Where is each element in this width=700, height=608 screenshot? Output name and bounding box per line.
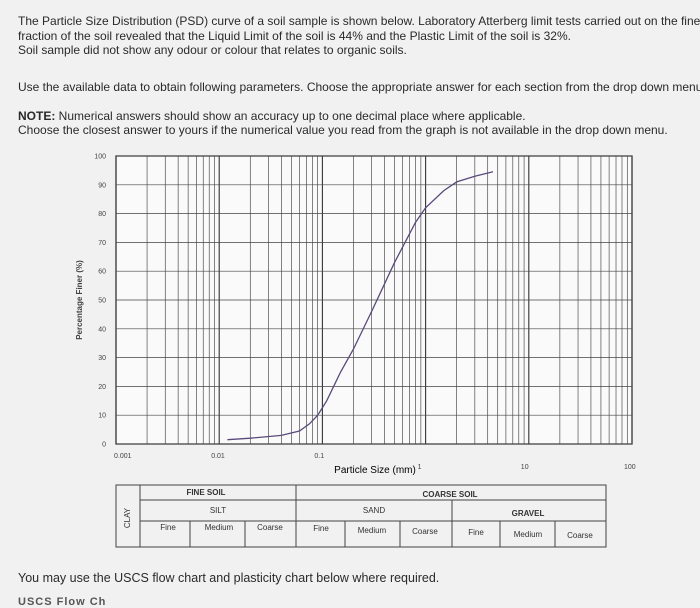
- clay-label: CLAY: [123, 507, 132, 528]
- gravel-medium-label: Medium: [514, 530, 543, 539]
- gravel-fine-label: Fine: [468, 528, 484, 537]
- soil-classification-table: CLAY FINE SOIL COARSE SOIL SILT SAND GRA…: [115, 484, 607, 548]
- sand-label: SAND: [363, 506, 385, 515]
- note-label: NOTE:: [18, 109, 56, 123]
- x-tick-label: 0.01: [211, 453, 225, 460]
- x-tick-label: 10: [521, 464, 529, 471]
- y-tick-label: 90: [98, 182, 106, 189]
- y-tick-label: 100: [94, 154, 106, 161]
- note-line-2: Choose the closest answer to yours if th…: [18, 123, 668, 137]
- intro-line-3: Soil sample did not show any odour or co…: [18, 43, 407, 57]
- note-line-1: Numerical answers should show an accurac…: [55, 109, 526, 123]
- y-tick-label: 20: [98, 384, 106, 391]
- x-tick-label: 0.001: [114, 453, 132, 460]
- y-tick-label: 30: [98, 355, 106, 362]
- y-tick-label: 0: [102, 442, 106, 449]
- note-block: NOTE: Numerical answers should show an a…: [18, 109, 668, 137]
- silt-label: SILT: [210, 506, 226, 515]
- y-tick-label: 60: [98, 269, 106, 276]
- y-tick-label: 40: [98, 326, 106, 333]
- sand-medium-label: Medium: [358, 526, 387, 535]
- y-tick-label: 70: [98, 240, 106, 247]
- y-tick-labels: 0 10 20 30 40 50 60 70 80 90 100: [94, 154, 106, 449]
- y-tick-label: 10: [98, 413, 106, 420]
- instructions-text: Use the available data to obtain followi…: [18, 80, 700, 94]
- gravel-coarse-label: Coarse: [567, 531, 593, 540]
- x-tick-label: 1: [418, 464, 422, 471]
- sand-fine-label: Fine: [313, 524, 329, 533]
- y-tick-label: 80: [98, 211, 106, 218]
- y-axis-label: Percentage Finer (%): [75, 260, 84, 340]
- psd-curve-series: [227, 171, 494, 441]
- x-tick-label: 100: [624, 464, 636, 471]
- intro-line-1: The Particle Size Distribution (PSD) cur…: [18, 14, 700, 28]
- intro-paragraph: The Particle Size Distribution (PSD) cur…: [18, 14, 700, 58]
- x-tick-labels: 0.001 0.01 0.1 1 10 100: [114, 453, 636, 471]
- chart-gridlines: [115, 155, 632, 445]
- sand-coarse-label: Coarse: [412, 527, 438, 536]
- silt-fine-label: Fine: [160, 523, 176, 532]
- x-tick-label: 0.1: [314, 453, 324, 460]
- cut-off-heading: USCS Flow Ch: [18, 596, 107, 608]
- intro-line-2: fraction of the soil revealed that the L…: [18, 28, 571, 43]
- x-axis-label: Particle Size (mm): [334, 465, 416, 476]
- coarse-soil-label: COARSE SOIL: [422, 490, 477, 499]
- fine-soil-label: FINE SOIL: [186, 488, 225, 497]
- gravel-label: GRAVEL: [512, 509, 545, 518]
- silt-coarse-label: Coarse: [257, 523, 283, 532]
- footer-text: You may use the USCS flow chart and plas…: [18, 571, 440, 585]
- silt-medium-label: Medium: [205, 523, 234, 532]
- y-tick-label: 50: [98, 298, 106, 305]
